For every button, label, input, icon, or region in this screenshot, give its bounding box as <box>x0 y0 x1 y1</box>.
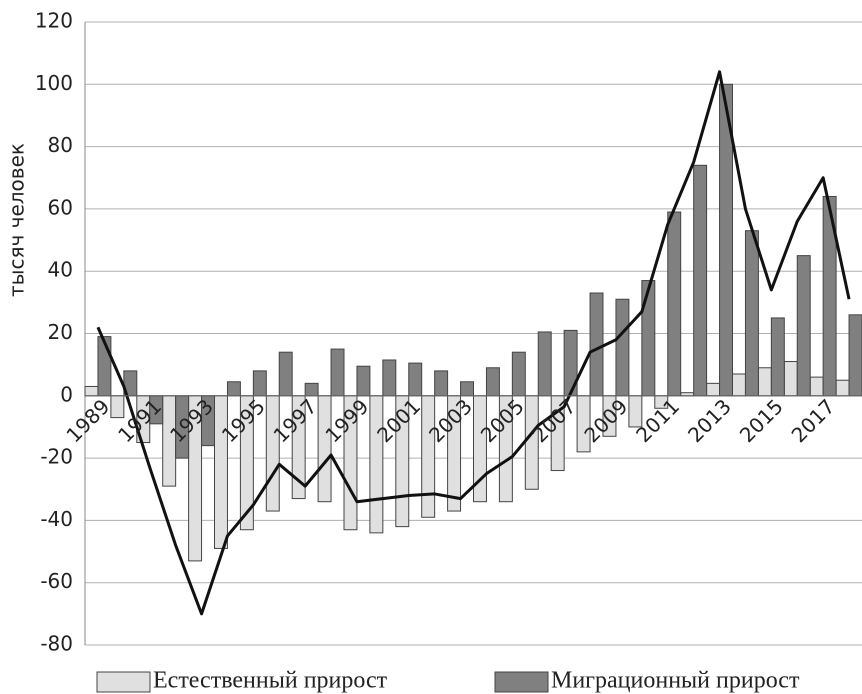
bar <box>757 367 772 397</box>
bar <box>356 365 371 397</box>
y-axis-label: тысяч человек <box>5 143 29 297</box>
bar <box>693 164 708 397</box>
bar <box>537 331 552 397</box>
bar <box>783 361 798 397</box>
bar <box>252 370 267 397</box>
bar <box>511 351 526 397</box>
legend-label: Миграционный прирост <box>551 668 800 694</box>
bar <box>589 292 604 397</box>
y-tick-label: 20 <box>48 320 73 344</box>
bar <box>434 370 449 397</box>
bar <box>226 381 241 397</box>
bar <box>706 382 721 397</box>
bar <box>278 351 293 397</box>
bar <box>796 255 811 397</box>
bar <box>408 362 423 397</box>
y-tick-label: 80 <box>48 133 73 157</box>
bar <box>485 367 500 397</box>
bar <box>382 359 397 397</box>
bar <box>330 348 345 397</box>
bar <box>304 382 319 397</box>
legend-swatch <box>494 671 549 693</box>
bar <box>770 317 785 397</box>
x-tick-label: 2013 <box>683 394 736 447</box>
bar <box>732 373 746 397</box>
line <box>96 70 851 616</box>
bar <box>667 211 682 397</box>
y-tick-label: -20 <box>40 445 73 469</box>
y-tick-label: 100 <box>35 71 73 95</box>
y-tick-label: 40 <box>48 258 73 282</box>
bar <box>809 376 824 397</box>
y-tick-label: 120 <box>35 9 73 33</box>
bar <box>744 230 759 397</box>
legend-swatch <box>96 671 151 693</box>
y-tick-label: -80 <box>40 632 73 656</box>
bar <box>460 381 474 397</box>
y-tick-label: 0 <box>60 382 73 406</box>
bar <box>214 395 228 549</box>
bar <box>369 395 384 534</box>
y-tick-label: 60 <box>48 195 73 219</box>
y-tick-label: -60 <box>40 569 73 593</box>
legend-label: Естественный прирост <box>153 668 388 694</box>
bar <box>615 298 630 397</box>
bar <box>641 280 656 397</box>
x-tick-label: 2017 <box>787 394 840 447</box>
bar <box>848 314 862 397</box>
bar <box>265 395 280 512</box>
bar <box>835 379 850 397</box>
x-tick-label: 2015 <box>735 394 788 447</box>
y-tick-label: -40 <box>40 507 73 531</box>
bar <box>162 395 177 487</box>
bar <box>110 395 125 419</box>
bar <box>421 395 436 518</box>
